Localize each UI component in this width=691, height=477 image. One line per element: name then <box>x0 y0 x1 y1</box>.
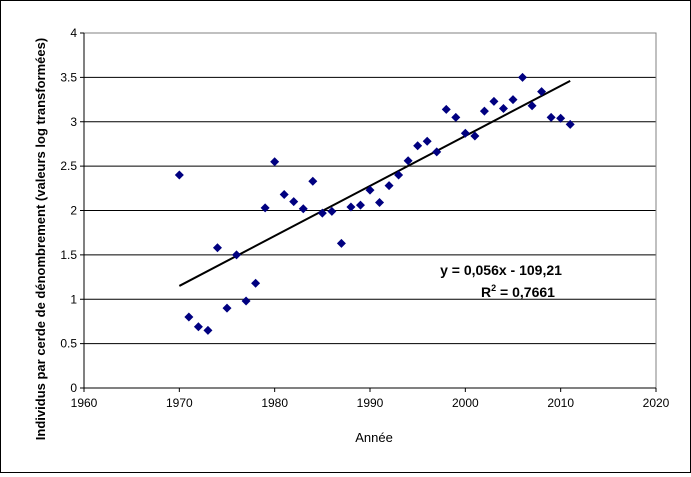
data-point <box>384 181 394 191</box>
data-point <box>460 128 470 138</box>
data-point <box>498 103 508 113</box>
data-points <box>174 72 575 335</box>
data-point <box>346 202 356 212</box>
gridlines <box>84 32 656 345</box>
y-tick-label: 2.5 <box>60 159 77 173</box>
data-point <box>355 200 365 210</box>
data-point <box>241 296 251 306</box>
r-squared-prefix: R <box>481 284 491 300</box>
x-tick-label: 1990 <box>357 396 384 410</box>
r-squared-value: = 0,7661 <box>496 284 555 300</box>
data-point <box>479 106 489 116</box>
y-tick-label: 4 <box>70 26 77 40</box>
data-point <box>470 131 480 141</box>
data-point <box>403 156 413 166</box>
data-point <box>556 113 566 123</box>
data-point <box>394 170 404 180</box>
data-point <box>451 112 461 122</box>
y-tick-label: 1.5 <box>60 248 77 262</box>
y-axis-label: Individus par cerde de dénombrement (val… <box>33 38 48 440</box>
data-point <box>432 147 442 157</box>
data-point <box>232 250 242 260</box>
data-point <box>212 243 222 253</box>
data-point <box>508 95 518 105</box>
data-point <box>174 170 184 180</box>
r-squared: R2 = 0,7661 <box>481 283 555 300</box>
data-point <box>375 198 385 208</box>
x-tick-label: 2010 <box>547 396 574 410</box>
data-point <box>565 119 575 129</box>
data-point <box>489 96 499 106</box>
data-point <box>441 104 451 114</box>
x-tick-label: 1980 <box>261 396 288 410</box>
data-point <box>222 303 232 313</box>
x-tick-label: 2020 <box>643 396 670 410</box>
y-tick-label: 2 <box>70 204 77 218</box>
data-point <box>317 208 327 218</box>
data-point <box>289 197 299 207</box>
data-point <box>260 203 270 213</box>
x-tick-label: 1970 <box>166 396 193 410</box>
data-point <box>327 206 337 216</box>
y-tick-label: 0.5 <box>60 337 77 351</box>
data-point <box>184 312 194 322</box>
data-point <box>518 72 528 82</box>
data-point <box>336 238 346 248</box>
y-tick-label: 1 <box>70 292 77 306</box>
data-point <box>527 101 537 111</box>
x-tick-label: 1960 <box>71 396 98 410</box>
regression-equation: y = 0,056x - 109,21 <box>440 262 562 278</box>
data-point <box>537 87 547 97</box>
data-point <box>546 112 556 122</box>
data-point <box>203 325 213 335</box>
data-point <box>251 278 261 288</box>
x-tick-label: 2000 <box>452 396 479 410</box>
data-point <box>270 157 280 167</box>
data-point <box>308 176 318 186</box>
data-point <box>298 204 308 214</box>
axes <box>80 32 657 392</box>
data-point <box>365 185 375 195</box>
data-point <box>413 141 423 151</box>
data-point <box>193 322 203 332</box>
data-point <box>279 190 289 200</box>
y-tick-label: 3 <box>70 115 77 129</box>
y-tick-label: 0 <box>70 381 77 395</box>
x-axis-label: Année <box>355 430 393 445</box>
y-tick-label: 3.5 <box>60 70 77 84</box>
data-point <box>422 136 432 146</box>
tick-labels: 0 0.5 1 1.5 2 2.5 3 3.5 4 1960 1970 1980 1990 2000 201… <box>60 26 669 410</box>
trendline <box>178 80 571 287</box>
r-squared-exponent: 2 <box>491 283 496 293</box>
